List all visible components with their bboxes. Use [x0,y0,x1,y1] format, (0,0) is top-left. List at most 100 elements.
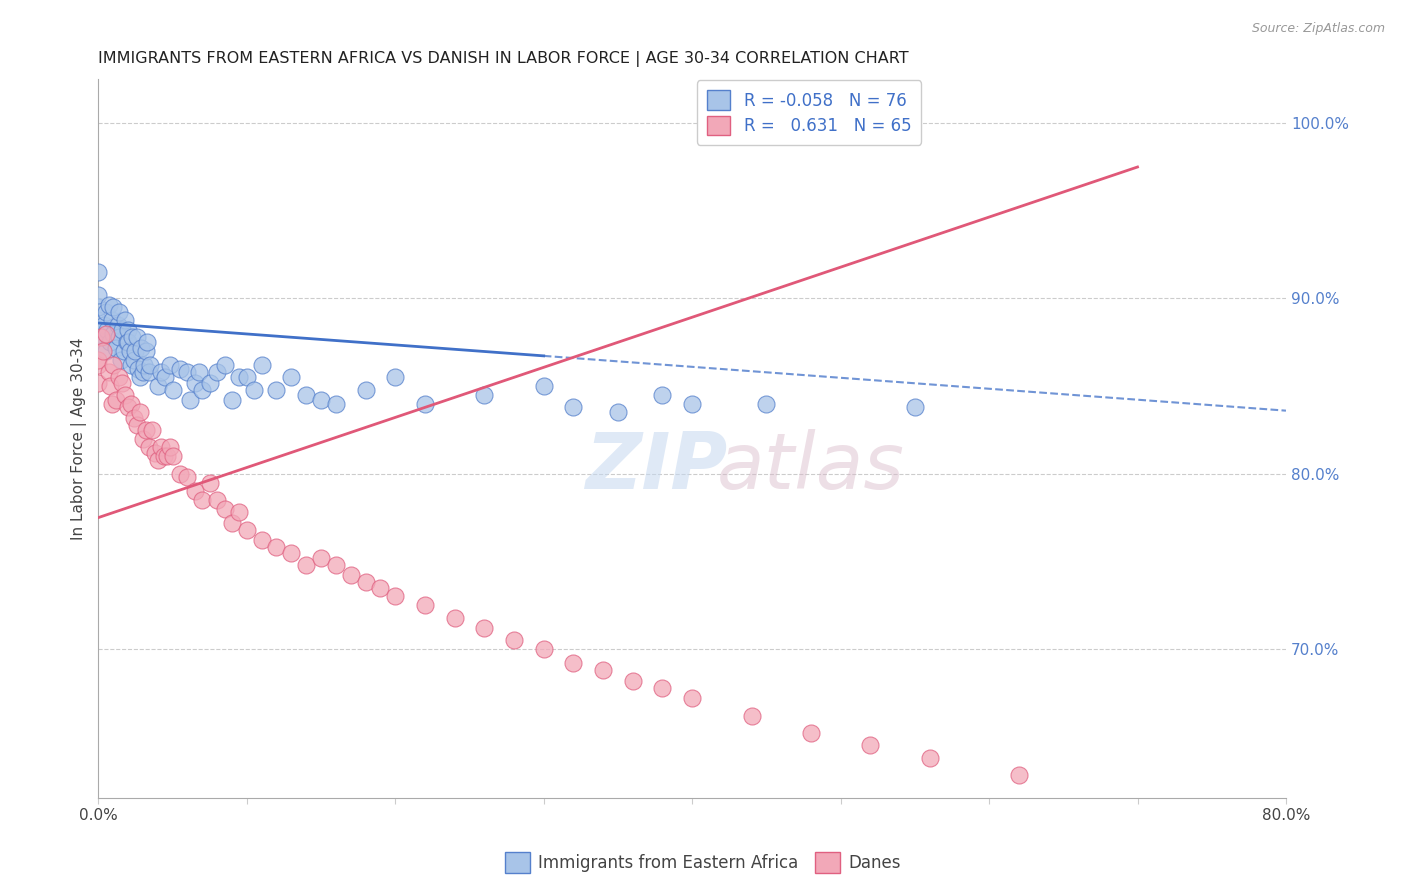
Point [153,370,176,384]
Point [129,370,152,384]
Point [651,388,673,402]
Point [266,383,288,397]
Point [162,449,184,463]
Point [184,376,207,390]
Text: IMMIGRANTS FROM EASTERN AFRICA VS DANISH IN LABOR FORCE | AGE 30-34 CORRELATION : IMMIGRANTS FROM EASTERN AFRICA VS DANISH… [98,51,908,67]
Point [472,621,495,635]
Point [1008,768,1031,782]
Point [105,341,128,355]
Point [205,365,228,379]
Text: atlas: atlas [717,429,905,506]
Point [87,288,110,302]
Point [205,493,228,508]
Point [129,405,152,419]
Point [132,432,155,446]
Point [243,383,266,397]
Point [114,312,136,326]
Point [110,352,132,367]
Point [132,365,155,379]
Point [354,383,377,397]
Point [118,344,141,359]
Point [103,358,125,372]
Point [97,365,120,379]
Point [384,370,406,384]
Point [115,335,138,350]
Point [681,397,703,411]
Point [159,358,181,372]
Point [98,335,121,350]
Point [87,376,110,390]
Point [93,318,115,332]
Point [125,417,148,432]
Point [90,330,112,344]
Point [176,470,198,484]
Point [295,558,318,572]
Point [266,541,288,555]
Point [152,449,174,463]
Point [533,379,555,393]
Point [135,423,157,437]
Point [117,323,139,337]
Point [87,352,110,367]
Point [370,581,392,595]
Point [443,610,465,624]
Point [87,312,110,326]
Point [141,423,163,437]
Point [127,361,149,376]
Point [169,467,191,481]
Point [122,352,145,367]
Point [214,501,236,516]
Point [309,550,332,565]
Point [918,750,941,764]
Point [159,441,181,455]
Point [681,691,703,706]
Point [138,365,160,379]
Point [179,393,201,408]
Point [91,330,114,344]
Point [107,318,129,332]
Point [325,397,347,411]
Point [904,400,927,414]
Point [339,568,361,582]
Point [87,300,110,314]
Point [94,305,117,319]
Point [354,575,377,590]
Point [250,533,273,548]
Point [111,376,134,390]
Point [562,400,585,414]
Point [221,516,243,530]
Point [87,265,110,279]
Point [191,383,214,397]
Point [100,397,122,411]
Point [236,523,259,537]
Point [169,361,191,376]
Point [143,446,166,460]
Point [100,312,122,326]
Point [146,379,169,393]
Text: ZIP: ZIP [585,429,728,506]
Point [94,326,117,341]
Point [651,681,673,695]
Point [149,441,172,455]
Point [384,590,406,604]
Point [108,305,131,319]
Point [121,330,143,344]
Point [87,358,110,372]
Point [280,546,302,560]
Y-axis label: In Labor Force | Age 30-34: In Labor Force | Age 30-34 [72,337,87,540]
Point [96,323,118,337]
Point [228,505,250,519]
Point [97,298,120,312]
Point [120,397,142,411]
Point [176,365,198,379]
Point [533,642,555,657]
Point [503,633,526,648]
Point [114,388,136,402]
Text: Source: ZipAtlas.com: Source: ZipAtlas.com [1251,22,1385,36]
Point [472,388,495,402]
Point [295,388,318,402]
Point [859,739,882,753]
Point [198,376,221,390]
Point [214,358,236,372]
Point [139,358,162,372]
